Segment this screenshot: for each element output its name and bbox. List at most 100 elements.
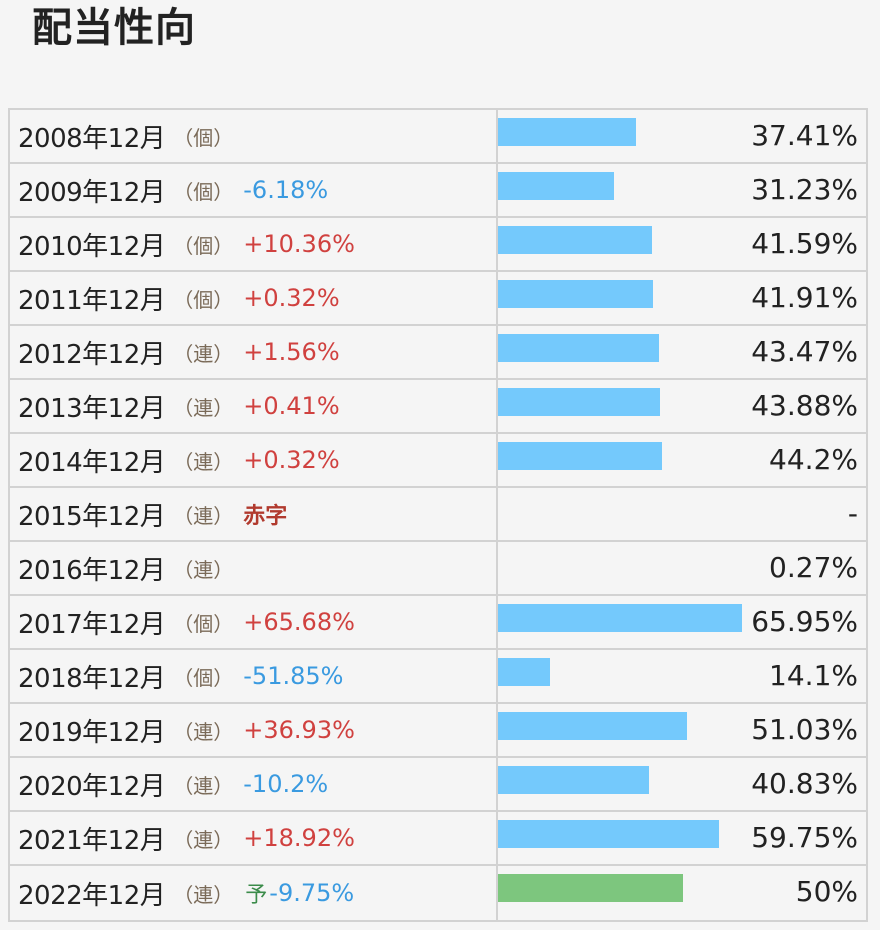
row-bar-cell: 65.95%: [498, 596, 866, 648]
payout-ratio-value: 43.88%: [751, 389, 858, 422]
change-value: +18.92%: [243, 824, 355, 852]
row-bar-cell: 14.1%: [498, 650, 866, 702]
change-value: -6.18%: [243, 176, 329, 204]
statement-type: （個）: [173, 125, 234, 150]
table-row: 2008年12月 （個） 37.41%: [10, 110, 866, 164]
payout-bar: [498, 820, 719, 848]
statement-type: （連）: [173, 395, 234, 420]
payout-bar: [498, 712, 687, 740]
payout-ratio-value: 37.41%: [751, 119, 858, 152]
payout-ratio-value: 43.47%: [751, 335, 858, 368]
payout-ratio-value: 0.27%: [769, 551, 858, 584]
row-bar-cell: 37.41%: [498, 110, 866, 162]
payout-ratio-value: 65.95%: [751, 605, 858, 638]
row-bar-cell: 43.47%: [498, 326, 866, 378]
payout-bar: [498, 334, 659, 362]
statement-type: （連）: [173, 719, 234, 744]
deficit-label: 赤字: [243, 504, 288, 529]
statement-type: （個）: [173, 233, 234, 258]
period-label: 2010年12月: [18, 231, 166, 262]
page-title: 配当性向: [32, 5, 196, 51]
statement-type: （個）: [173, 179, 234, 204]
payout-bar: [498, 442, 662, 470]
payout-ratio-value: 50%: [795, 875, 858, 908]
row-label-cell: 2010年12月 （個） +10.36%: [10, 218, 498, 270]
statement-type: （連）: [173, 882, 234, 907]
payout-ratio-value: 44.2%: [769, 443, 858, 476]
payout-bar: [498, 280, 653, 308]
row-label-cell: 2019年12月 （連） +36.93%: [10, 704, 498, 756]
statement-type: （連）: [173, 449, 234, 474]
period-label: 2018年12月: [18, 663, 166, 694]
row-label-cell: 2018年12月 （個） -51.85%: [10, 650, 498, 702]
change-value: +0.32%: [243, 446, 340, 474]
row-bar-cell: 59.75%: [498, 812, 866, 864]
row-label-cell: 2012年12月 （連） +1.56%: [10, 326, 498, 378]
table-row: 2013年12月 （連） +0.41% 43.88%: [10, 380, 866, 434]
statement-type: （個）: [173, 665, 234, 690]
payout-ratio-value: -: [847, 497, 858, 530]
statement-type: （連）: [173, 341, 234, 366]
row-label-cell: 2020年12月 （連） -10.2%: [10, 758, 498, 810]
period-label: 2021年12月: [18, 825, 166, 856]
row-label-cell: 2021年12月 （連） +18.92%: [10, 812, 498, 864]
period-label: 2016年12月: [18, 555, 166, 586]
row-bar-cell: 41.91%: [498, 272, 866, 324]
row-label-cell: 2022年12月 （連） 予 -9.75%: [10, 866, 498, 920]
table-row: 2014年12月 （連） +0.32% 44.2%: [10, 434, 866, 488]
table-row: 2022年12月 （連） 予 -9.75% 50%: [10, 866, 866, 920]
forecast-bar: [498, 874, 683, 902]
row-bar-cell: 44.2%: [498, 434, 866, 486]
payout-bar: [498, 172, 614, 200]
payout-ratio-value: 40.83%: [751, 767, 858, 800]
table-row: 2010年12月 （個） +10.36% 41.59%: [10, 218, 866, 272]
payout-bar: [498, 766, 649, 794]
row-label-cell: 2017年12月 （個） +65.68%: [10, 596, 498, 648]
row-label-cell: 2015年12月 （連） 赤字: [10, 488, 498, 540]
row-bar-cell: -: [498, 488, 866, 540]
payout-ratio-table: 2008年12月 （個） 37.41% 2009年12月 （個） -6.18% 31.23%…: [8, 108, 868, 922]
payout-bar: [498, 226, 652, 254]
change-value: +0.41%: [243, 392, 340, 420]
change-value: +10.36%: [243, 230, 355, 258]
table-row: 2021年12月 （連） +18.92% 59.75%: [10, 812, 866, 866]
row-label-cell: 2014年12月 （連） +0.32%: [10, 434, 498, 486]
table-row: 2015年12月 （連） 赤字 -: [10, 488, 866, 542]
table-row: 2018年12月 （個） -51.85% 14.1%: [10, 650, 866, 704]
row-bar-cell: 0.27%: [498, 542, 866, 594]
statement-type: （連）: [173, 503, 234, 528]
row-label-cell: 2008年12月 （個）: [10, 110, 498, 162]
row-bar-cell: 31.23%: [498, 164, 866, 216]
payout-ratio-value: 14.1%: [769, 659, 858, 692]
row-bar-cell: 43.88%: [498, 380, 866, 432]
period-label: 2020年12月: [18, 771, 166, 802]
change-value: +0.32%: [243, 284, 340, 312]
forecast-mark: 予: [245, 883, 268, 908]
period-label: 2017年12月: [18, 609, 166, 640]
payout-ratio-value: 41.59%: [751, 227, 858, 260]
period-label: 2022年12月: [18, 880, 166, 911]
row-label-cell: 2013年12月 （連） +0.41%: [10, 380, 498, 432]
period-label: 2011年12月: [18, 285, 166, 316]
row-label-cell: 2009年12月 （個） -6.18%: [10, 164, 498, 216]
period-label: 2013年12月: [18, 393, 166, 424]
payout-ratio-value: 51.03%: [751, 713, 858, 746]
table-row: 2011年12月 （個） +0.32% 41.91%: [10, 272, 866, 326]
change-value: -51.85%: [243, 662, 344, 690]
table-row: 2017年12月 （個） +65.68% 65.95%: [10, 596, 866, 650]
change-value: -10.2%: [243, 770, 329, 798]
table-row: 2009年12月 （個） -6.18% 31.23%: [10, 164, 866, 218]
change-value: +36.93%: [243, 716, 355, 744]
period-label: 2008年12月: [18, 123, 166, 154]
table-row: 2020年12月 （連） -10.2% 40.83%: [10, 758, 866, 812]
statement-type: （連）: [173, 557, 234, 582]
payout-ratio-value: 59.75%: [751, 821, 858, 854]
period-label: 2014年12月: [18, 447, 166, 478]
row-bar-cell: 51.03%: [498, 704, 866, 756]
period-label: 2015年12月: [18, 501, 166, 532]
statement-type: （連）: [173, 827, 234, 852]
statement-type: （個）: [173, 611, 234, 636]
row-label-cell: 2011年12月 （個） +0.32%: [10, 272, 498, 324]
row-bar-cell: 50%: [498, 866, 866, 920]
row-bar-cell: 40.83%: [498, 758, 866, 810]
